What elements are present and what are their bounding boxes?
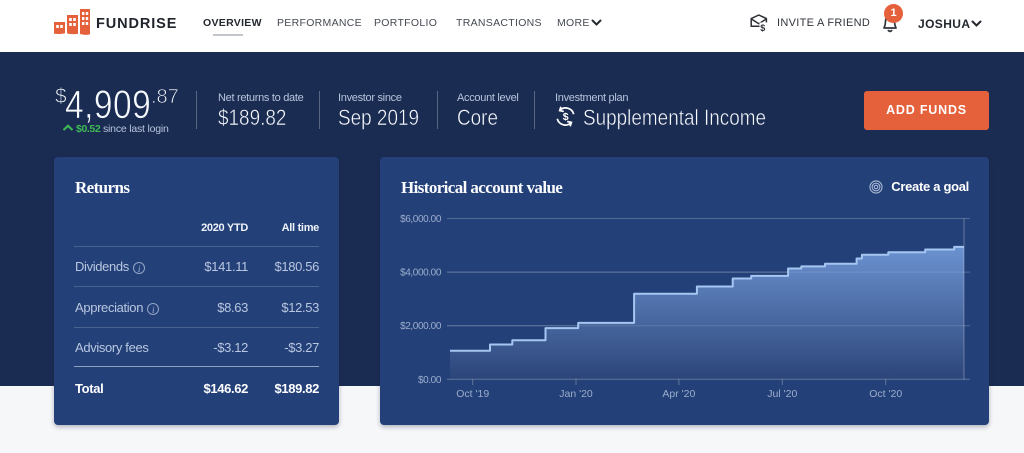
svg-text:$4,000.00: $4,000.00 bbox=[400, 268, 442, 279]
svg-text:$6,000.00: $6,000.00 bbox=[400, 214, 442, 225]
svg-text:Jan '20: Jan '20 bbox=[559, 388, 593, 400]
svg-text:$2,000.00: $2,000.00 bbox=[400, 321, 442, 332]
svg-text:$0.00: $0.00 bbox=[418, 375, 442, 386]
svg-text:$: $ bbox=[760, 23, 765, 32]
svg-text:Oct '19: Oct '19 bbox=[456, 388, 489, 400]
svg-text:$: $ bbox=[563, 111, 569, 123]
svg-text:Oct '20: Oct '20 bbox=[869, 388, 902, 400]
svg-text:Apr '20: Apr '20 bbox=[662, 388, 695, 400]
svg-text:Jul '20: Jul '20 bbox=[767, 388, 797, 400]
